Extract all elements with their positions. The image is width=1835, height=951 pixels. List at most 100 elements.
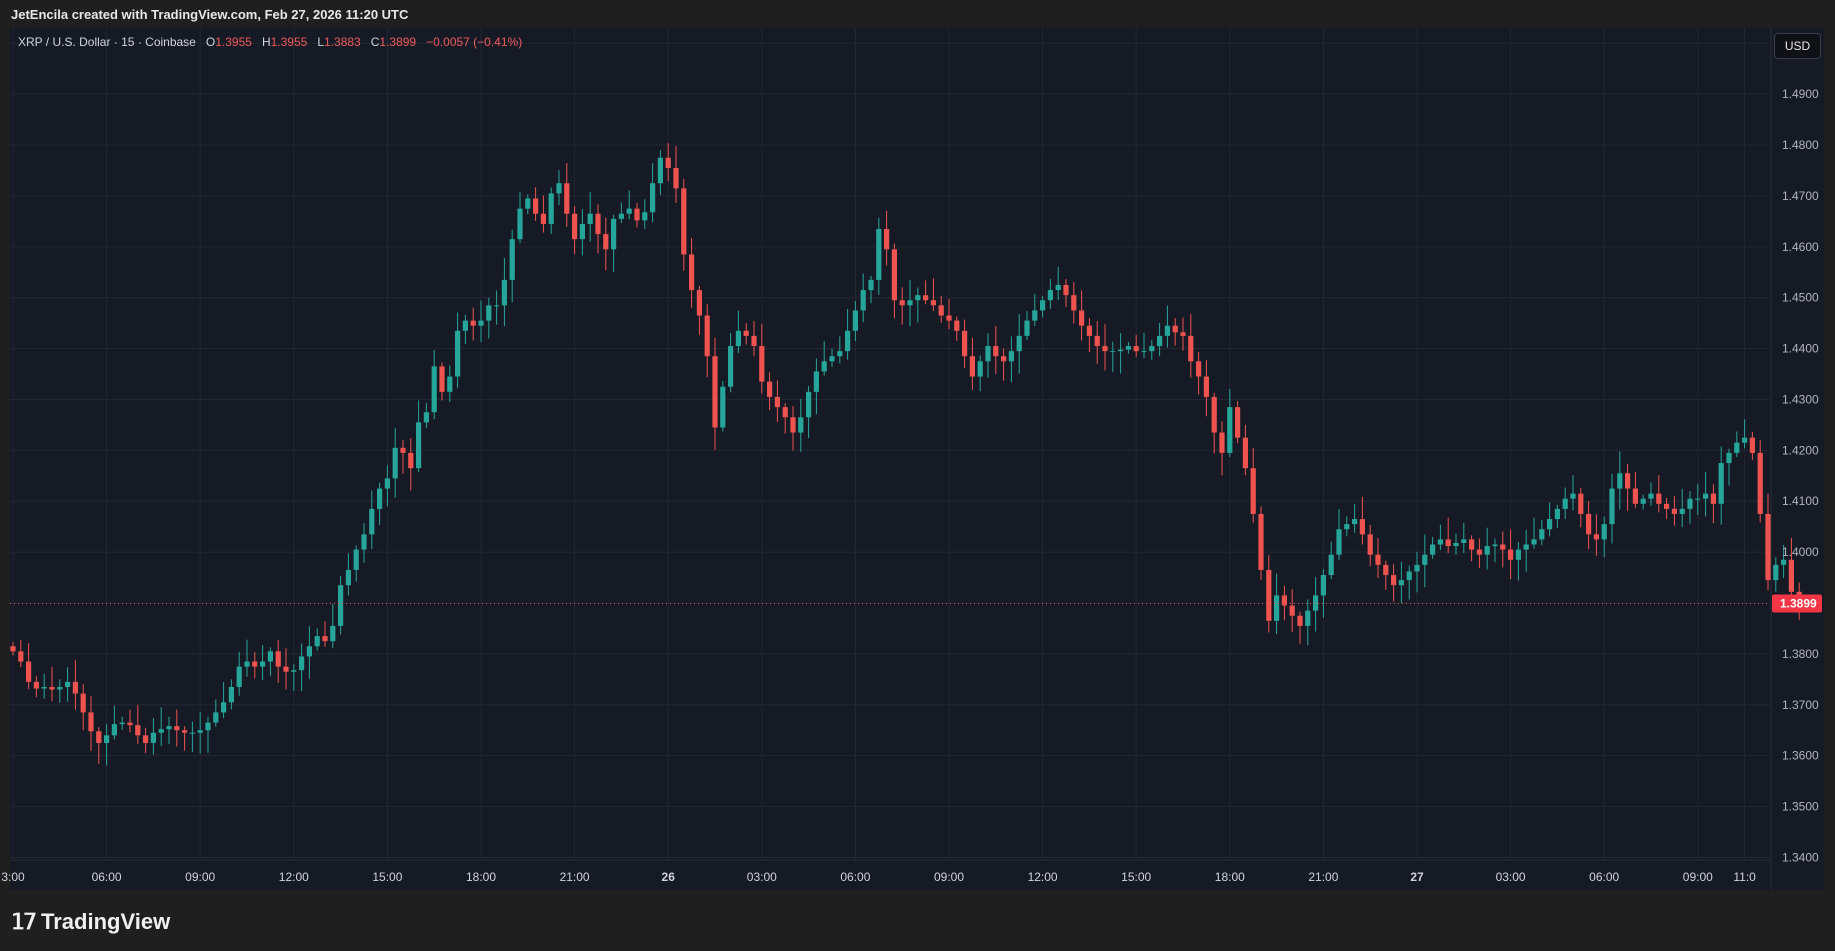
candle-body[interactable]	[1398, 580, 1404, 586]
candle-body[interactable]	[673, 167, 679, 189]
candle-body[interactable]	[330, 625, 336, 642]
candle-body[interactable]	[634, 208, 640, 221]
candle-body[interactable]	[384, 478, 390, 489]
candle-body[interactable]	[158, 729, 164, 733]
candle-body[interactable]	[1188, 335, 1194, 362]
candle-body[interactable]	[244, 661, 250, 667]
candle-body[interactable]	[860, 290, 866, 311]
candle-body[interactable]	[1320, 575, 1326, 596]
candle-body[interactable]	[1001, 356, 1007, 362]
candle-body[interactable]	[1539, 529, 1545, 540]
candle-body[interactable]	[1788, 559, 1794, 592]
candle-body[interactable]	[611, 218, 617, 250]
candle-body[interactable]	[369, 508, 375, 535]
candle-body[interactable]	[166, 726, 172, 730]
candle-body[interactable]	[1664, 503, 1670, 509]
candle-body[interactable]	[509, 239, 515, 280]
candle-body[interactable]	[345, 569, 351, 586]
candle-body[interactable]	[104, 735, 110, 743]
tradingview-logo[interactable]: 𝟣𝟩 TradingView	[11, 909, 170, 935]
candle-body[interactable]	[735, 330, 741, 347]
candle-body[interactable]	[400, 447, 406, 453]
candle-body[interactable]	[790, 417, 796, 433]
candle-body[interactable]	[470, 320, 476, 326]
candle-body[interactable]	[1469, 539, 1475, 550]
candle-body[interactable]	[353, 549, 359, 570]
candle-body[interactable]	[1258, 513, 1264, 570]
candle-body[interactable]	[1024, 320, 1030, 336]
candle-body[interactable]	[930, 300, 936, 306]
candle-body[interactable]	[759, 346, 765, 382]
candle-body[interactable]	[314, 636, 320, 647]
candle-body[interactable]	[665, 157, 671, 168]
candle-body[interactable]	[1242, 437, 1248, 469]
candle-body[interactable]	[1671, 508, 1677, 514]
candle-body[interactable]	[1157, 335, 1163, 347]
candle-body[interactable]	[1710, 493, 1716, 504]
candle-body[interactable]	[1211, 396, 1217, 433]
candle-body[interactable]	[1250, 468, 1256, 514]
candle-body[interactable]	[119, 722, 125, 725]
candle-body[interactable]	[1437, 539, 1443, 545]
candle-body[interactable]	[1375, 554, 1381, 565]
candle-body[interactable]	[41, 686, 47, 689]
candle-body[interactable]	[1367, 534, 1373, 555]
candle-body[interactable]	[1656, 493, 1662, 504]
candle-body[interactable]	[96, 731, 102, 743]
candle-body[interactable]	[1718, 463, 1724, 504]
candle-body[interactable]	[946, 315, 952, 321]
candle-body[interactable]	[1227, 407, 1233, 453]
candle-body[interactable]	[189, 732, 195, 734]
candle-body[interactable]	[377, 488, 383, 509]
currency-button[interactable]: USD	[1774, 33, 1821, 59]
candle-body[interactable]	[57, 686, 63, 690]
candle-body[interactable]	[1313, 595, 1319, 611]
candle-body[interactable]	[806, 391, 812, 418]
candle-body[interactable]	[1757, 452, 1763, 514]
candle-body[interactable]	[408, 452, 414, 469]
candle-body[interactable]	[494, 305, 500, 307]
candle-body[interactable]	[447, 376, 453, 392]
candle-body[interactable]	[478, 320, 484, 326]
candle-body[interactable]	[1687, 498, 1693, 509]
chart-area[interactable]	[10, 28, 1824, 890]
candle-body[interactable]	[1235, 407, 1241, 438]
candle-body[interactable]	[1063, 284, 1069, 296]
candle-body[interactable]	[564, 183, 570, 214]
candle-body[interactable]	[236, 666, 242, 687]
candle-body[interactable]	[852, 310, 858, 331]
candle-body[interactable]	[977, 361, 983, 377]
candle-body[interactable]	[579, 223, 585, 240]
candle-body[interactable]	[486, 305, 492, 321]
candle-body[interactable]	[267, 651, 273, 662]
candle-body[interactable]	[423, 412, 429, 423]
candle-body[interactable]	[49, 686, 55, 690]
candle-body[interactable]	[1523, 544, 1529, 550]
candle-body[interactable]	[1352, 519, 1358, 525]
candle-body[interactable]	[798, 417, 804, 433]
candle-body[interactable]	[1547, 519, 1553, 530]
candle-body[interactable]	[603, 234, 609, 250]
candle-body[interactable]	[283, 666, 289, 672]
candle-body[interactable]	[884, 229, 890, 250]
candle-body[interactable]	[1648, 493, 1654, 499]
candle-body[interactable]	[111, 724, 117, 736]
candle-body[interactable]	[1344, 524, 1350, 530]
candle-body[interactable]	[829, 356, 835, 362]
candle-body[interactable]	[1765, 513, 1771, 581]
candle-body[interactable]	[985, 346, 991, 362]
candle-body[interactable]	[462, 320, 468, 331]
candle-body[interactable]	[1203, 376, 1209, 397]
candle-body[interactable]	[626, 208, 632, 214]
candle-body[interactable]	[774, 396, 780, 408]
candle-body[interactable]	[915, 295, 921, 301]
candle-body[interactable]	[1118, 349, 1124, 352]
candle-body[interactable]	[1328, 554, 1334, 576]
candle-body[interactable]	[1570, 493, 1576, 499]
candle-body[interactable]	[1219, 432, 1225, 453]
candle-body[interactable]	[1773, 564, 1779, 581]
candle-body[interactable]	[891, 249, 897, 301]
candle-body[interactable]	[1133, 346, 1139, 352]
candle-body[interactable]	[80, 693, 86, 713]
candle-body[interactable]	[1086, 325, 1092, 336]
